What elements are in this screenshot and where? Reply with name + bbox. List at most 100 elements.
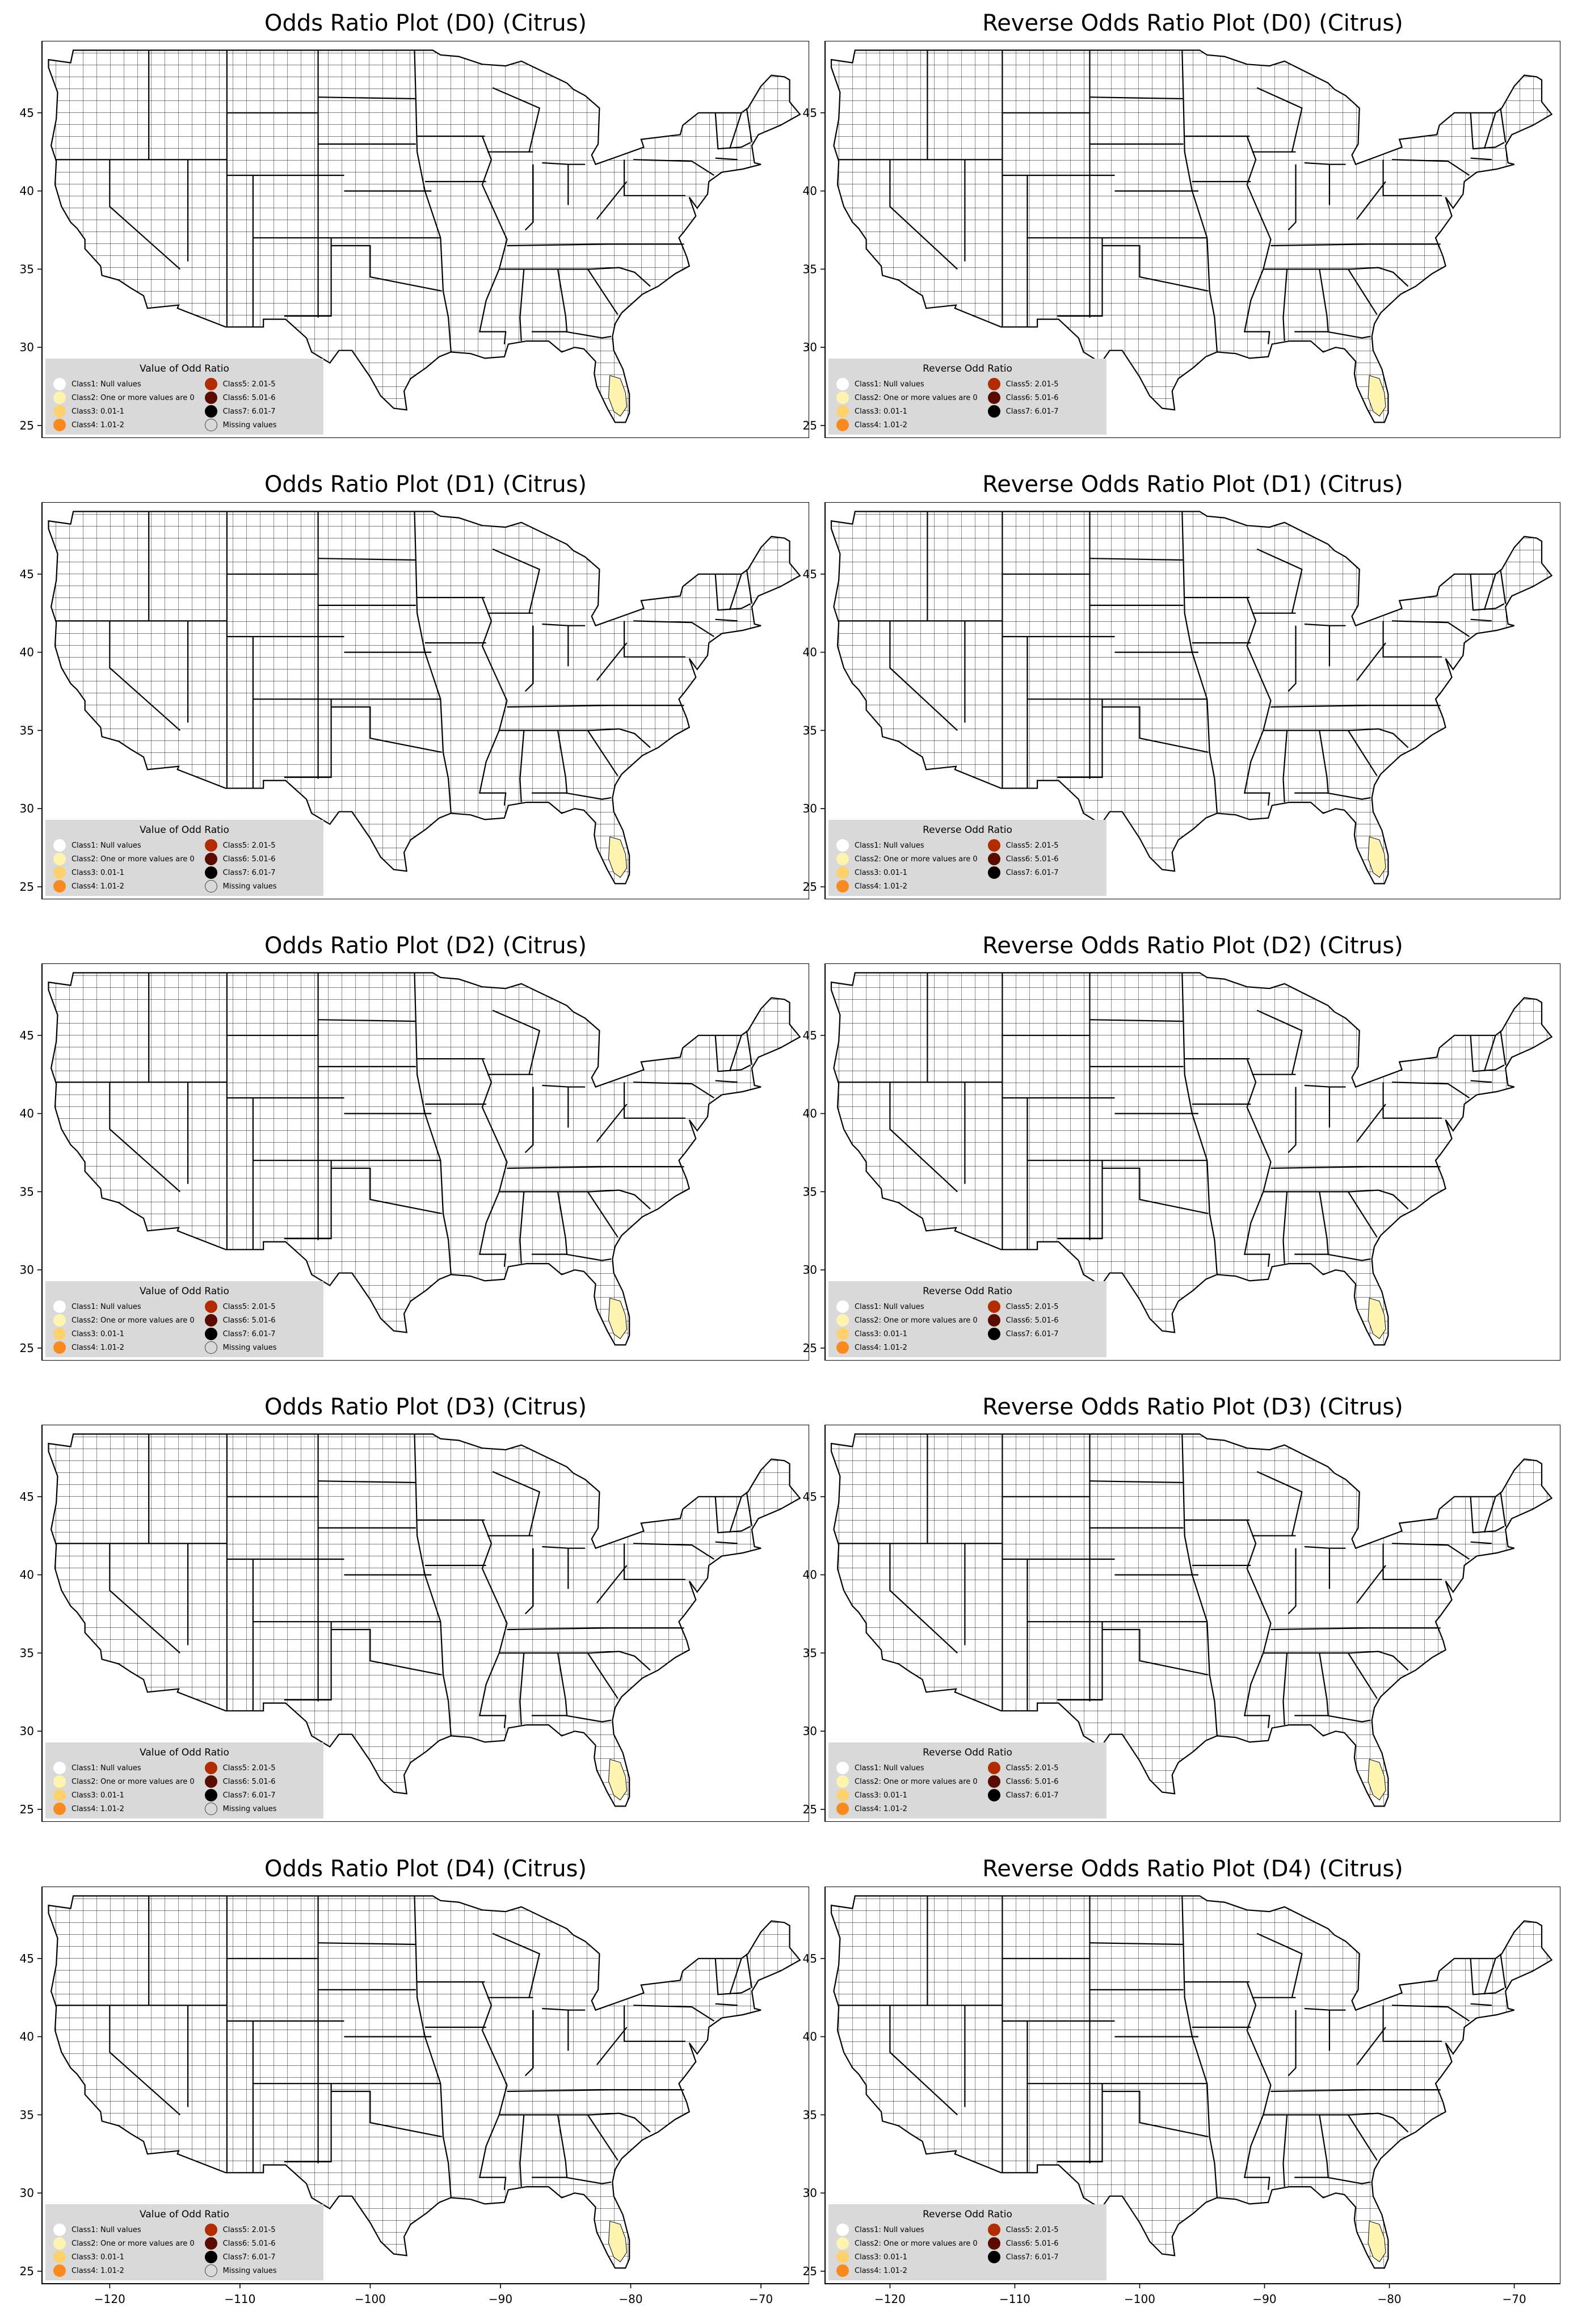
legend-item: Class7: 6.01-7 <box>987 866 1099 879</box>
legend-swatch <box>836 853 849 865</box>
us-county-map <box>48 972 801 1346</box>
axes-frame <box>824 502 1560 899</box>
state-boundary <box>596 1565 628 1603</box>
legend-item: Class4: 1.01-2 <box>53 880 195 892</box>
legend-swatch <box>204 1803 217 1815</box>
state-boundary <box>331 1167 442 1214</box>
state-boundary <box>1256 87 1303 152</box>
panel-title: Reverse Odds Ratio Plot (D2) (Citrus) <box>982 933 1403 959</box>
state-boundary <box>1270 1627 1441 1631</box>
state-boundary <box>1057 699 1103 778</box>
legend-swatch <box>204 1328 217 1340</box>
legend-swatch <box>836 1300 849 1313</box>
legend-label: Class2: One or more values are 0 <box>855 1777 978 1786</box>
state-boundary <box>1327 1715 1371 1723</box>
state-boundary <box>1102 1167 1209 1214</box>
state-boundary <box>1288 1548 1297 1615</box>
legend-swatch <box>204 2237 217 2250</box>
map-panel: Reverse Odds Ratio Plot (D1) (Citrus) 25 3… <box>803 469 1560 899</box>
legend-item: Class3: 0.01-1 <box>53 866 195 879</box>
state-boundary <box>519 2115 525 2187</box>
state-boundary <box>715 157 738 161</box>
state-boundary <box>1294 2115 1329 2178</box>
map-legend: Reverse Odd Ratio Class1: Null values Clas… <box>828 359 1106 435</box>
legend-label: Class7: 6.01-7 <box>1005 2253 1059 2262</box>
legend-label: Class1: Null values <box>855 2225 924 2234</box>
legend-item: Class5: 2.01-5 <box>987 2224 1099 2236</box>
map-legend: Value of Odd Ratio Class1: Null values Cla… <box>45 1742 323 1818</box>
state-boundary <box>1102 1628 1209 1675</box>
legend-label: Class5: 2.01-5 <box>1005 1302 1059 1311</box>
legend-swatch <box>987 2224 1000 2236</box>
legend-label: Class4: 1.01-2 <box>855 1343 907 1352</box>
legend-label: Class5: 2.01-5 <box>222 1302 276 1311</box>
legend-label: Class4: 1.01-2 <box>71 882 124 891</box>
legend-item: Missing values <box>204 419 315 431</box>
legend-swatch <box>836 1789 849 1801</box>
y-tick-label: 25 <box>20 1803 34 1816</box>
legend-label: Class7: 6.01-7 <box>222 868 276 877</box>
legend-item: Class2: One or more values are 0 <box>836 1775 978 1788</box>
axes-frame <box>41 963 809 1361</box>
legend-title: Reverse Odd Ratio <box>923 2209 1012 2220</box>
legend-swatch <box>204 1775 217 1788</box>
legend-label: Class5: 2.01-5 <box>1005 2225 1059 2234</box>
axes-frame <box>41 1887 809 2284</box>
legend-swatch <box>987 1789 1000 1801</box>
us-county-map <box>830 972 1553 1346</box>
legend-label: Class7: 6.01-7 <box>222 407 276 416</box>
state-boundary <box>542 1546 586 1549</box>
florida-highlight-counties <box>608 375 628 417</box>
y-tick-label: 25 <box>20 2264 34 2278</box>
legend-item: Class1: Null values <box>836 378 978 390</box>
legend-swatch <box>836 1775 849 1788</box>
legend-label: Class1: Null values <box>71 1763 141 1773</box>
state-boundary <box>1181 1434 1218 1736</box>
legend-item: Missing values <box>204 2264 315 2277</box>
legend-item: Class5: 2.01-5 <box>987 1300 1099 1313</box>
state-boundary <box>109 2005 181 2116</box>
legend-swatch <box>836 1314 849 1327</box>
x-tick-label: −120 <box>874 2292 906 2306</box>
state-boundary <box>1304 162 1346 165</box>
state-boundary <box>1294 1653 1329 1716</box>
florida-highlight-counties <box>608 1759 628 1801</box>
state-boundary <box>1263 267 1409 287</box>
state-boundary <box>889 1082 958 1193</box>
legend-item: Class2: One or more values are 0 <box>836 391 978 404</box>
state-boundary <box>1057 2083 1103 2163</box>
state-boundary <box>1282 730 1288 803</box>
legend-item: Class7: 6.01-7 <box>987 1328 1099 1340</box>
legend-item: Class3: 0.01-1 <box>836 1328 978 1340</box>
state-boundary <box>1181 50 1218 352</box>
legend-swatch <box>204 1341 217 1354</box>
map-legend: Reverse Odd Ratio Class1: Null values Clas… <box>828 820 1106 896</box>
state-boundary <box>729 112 742 149</box>
state-boundary <box>492 1009 541 1075</box>
legend-item: Class6: 5.01-6 <box>204 853 315 865</box>
state-boundary <box>532 1192 568 1255</box>
x-tick-label: −90 <box>1252 2292 1276 2306</box>
legend-swatch <box>204 419 217 431</box>
legend-swatch <box>987 405 1000 418</box>
legend-swatch <box>987 1328 1000 1340</box>
state-boundary <box>746 1953 753 1989</box>
state-boundary <box>1263 1189 1409 1210</box>
axes-frame <box>824 1887 1560 2284</box>
axes-frame <box>824 963 1560 1361</box>
y-tick-label: 40 <box>803 2030 817 2044</box>
state-boundary <box>492 548 541 613</box>
legend-swatch <box>987 1300 1000 1313</box>
state-boundary <box>1347 1652 1378 1699</box>
state-boundary <box>492 1471 541 1536</box>
panel-title: Odds Ratio Plot (D0) (Citrus) <box>264 10 587 36</box>
legend-item: Class1: Null values <box>53 378 195 390</box>
y-tick-label: 45 <box>803 1490 817 1504</box>
legend-label: Class6: 5.01-6 <box>222 393 276 402</box>
state-boundary <box>1382 2005 1442 2042</box>
legend-item: Class4: 1.01-2 <box>836 880 978 892</box>
map-panel: Reverse Odds Ratio Plot (D4) (Citrus) 25 3… <box>803 1854 1560 2312</box>
state-boundary <box>746 108 753 143</box>
legend-swatch <box>987 839 1000 852</box>
